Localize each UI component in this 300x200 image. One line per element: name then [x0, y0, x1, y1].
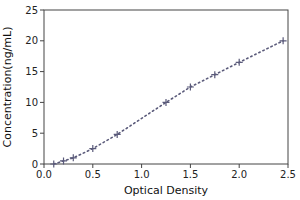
x-tick-label: 2.5 — [280, 169, 296, 180]
x-tick — [141, 164, 142, 168]
x-tick-label: 0.5 — [85, 169, 101, 180]
y-tick — [40, 71, 44, 72]
data-point — [211, 71, 218, 78]
data-point — [50, 161, 57, 168]
x-tick-label: 1.0 — [134, 169, 150, 180]
y-tick-label: 10 — [25, 97, 38, 108]
data-point — [187, 84, 194, 91]
y-tick — [40, 10, 44, 11]
x-tick — [44, 164, 45, 168]
chart-svg: 0.0 0.5 1.0 1.5 2.0 2.5 0 5 10 15 20 25 Optical Dens… — [0, 0, 300, 200]
x-tick — [92, 164, 93, 168]
data-point — [236, 59, 243, 66]
page: {"chart_data": {"type": "line", "xlabel"… — [0, 0, 300, 200]
data-line — [54, 41, 283, 164]
x-tick-label: 1.5 — [182, 169, 198, 180]
y-tick — [40, 164, 44, 165]
x-axis-label: Optical Density — [124, 184, 209, 197]
x-tick — [288, 164, 289, 168]
data-point — [60, 157, 67, 164]
y-tick-label: 0 — [32, 159, 38, 170]
y-tick-label: 20 — [25, 35, 38, 46]
y-tick-label: 25 — [25, 5, 38, 16]
x-tick-label: 2.0 — [231, 169, 247, 180]
data-point — [89, 145, 96, 152]
x-tick-label: 0.0 — [36, 169, 52, 180]
x-tick — [190, 164, 191, 168]
y-tick-label: 5 — [32, 128, 38, 139]
plot-area — [50, 37, 286, 167]
y-tick — [40, 133, 44, 134]
y-tick — [40, 102, 44, 103]
data-point — [163, 99, 170, 106]
y-tick-label: 15 — [25, 66, 38, 77]
data-point — [70, 154, 77, 161]
x-tick — [239, 164, 240, 168]
y-axis-label: Concentration(ng/mL) — [1, 27, 14, 148]
plot-frame — [44, 10, 288, 164]
chart-container: 0.0 0.5 1.0 1.5 2.0 2.5 0 5 10 15 20 25 Optical Dens… — [0, 0, 300, 200]
data-point — [280, 37, 287, 44]
data-point — [114, 131, 121, 138]
y-tick — [40, 40, 44, 41]
